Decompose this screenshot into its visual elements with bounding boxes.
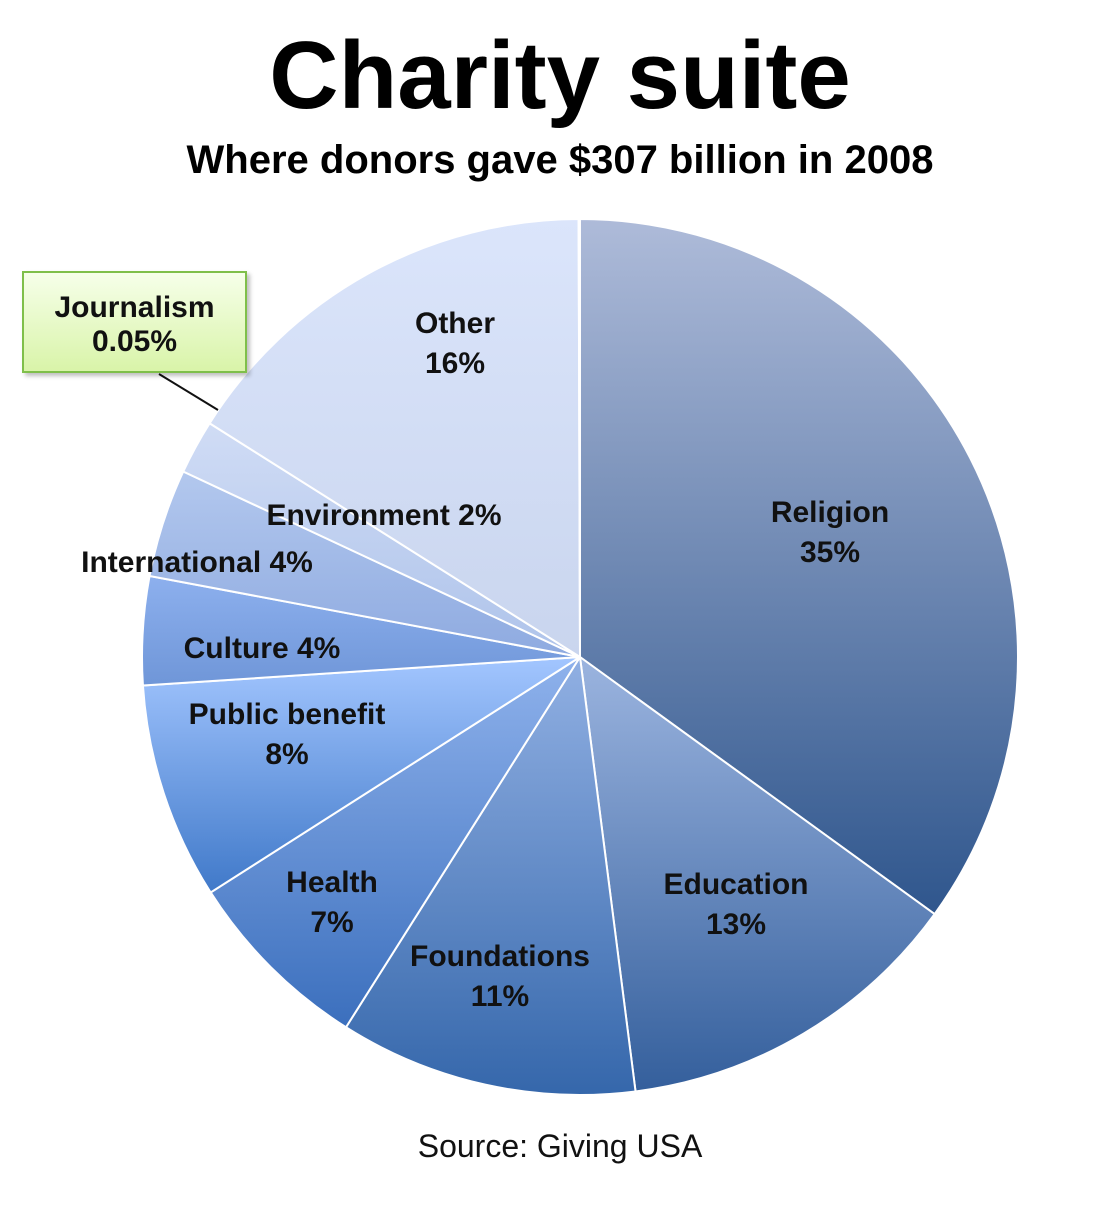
pie-slice-religion bbox=[579, 217, 1019, 916]
pie-slice-health bbox=[209, 656, 581, 1029]
chart-title: Charity suite bbox=[269, 22, 851, 129]
journalism-callout-name: Journalism bbox=[54, 291, 215, 324]
slice-label-religion: Religion 35% bbox=[771, 496, 889, 569]
slice-label-public-benefit: Public benefit 8% bbox=[189, 698, 386, 771]
slice-label-foundations: Foundations 11% bbox=[410, 940, 590, 1013]
pie-slice-education bbox=[578, 654, 937, 1093]
slice-label-international: International 4% bbox=[81, 546, 313, 579]
slice-label-health: Health 7% bbox=[286, 866, 378, 939]
pie-slice-journalism bbox=[577, 217, 581, 658]
slice-label-environment: Environment 2% bbox=[266, 499, 501, 532]
pie-slice-other bbox=[208, 217, 582, 659]
journalism-callout-value: 0.05% bbox=[91, 325, 178, 358]
pie-slice-public-benefit bbox=[141, 656, 581, 894]
slice-label-education: Education 13% bbox=[663, 868, 808, 941]
journalism-callout: Journalism 0.05% bbox=[22, 271, 247, 373]
slice-label-other: Other 16% bbox=[415, 307, 495, 380]
journalism-leader-line bbox=[158, 373, 219, 411]
chart-subtitle: Where donors gave $307 billion in 2008 bbox=[186, 138, 934, 182]
chart-source: Source: Giving USA bbox=[417, 1128, 703, 1164]
slice-label-culture: Culture 4% bbox=[184, 632, 341, 665]
pie-slice-foundations bbox=[344, 654, 637, 1096]
